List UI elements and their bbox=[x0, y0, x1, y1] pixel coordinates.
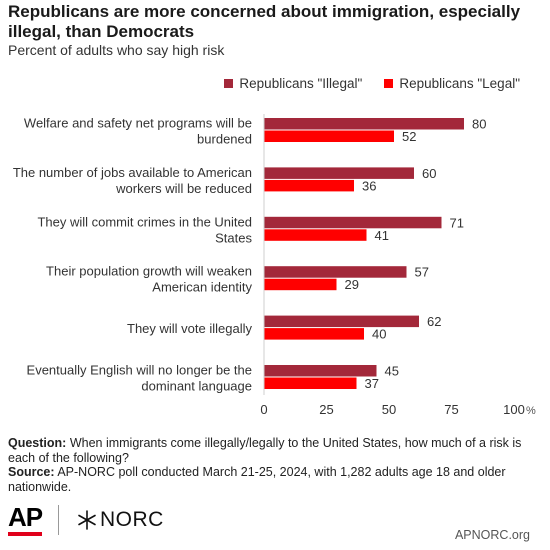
chart-footer: Question: When immigrants come illegally… bbox=[8, 436, 538, 494]
bar-illegal bbox=[264, 118, 464, 130]
legend-label-illegal: Republicans "Illegal" bbox=[239, 76, 363, 91]
data-label: 71 bbox=[450, 215, 464, 230]
x-tick-label: 75 bbox=[444, 402, 458, 417]
question-note: Question: When immigrants come illegally… bbox=[8, 436, 538, 465]
norc-logo-text: NORC bbox=[100, 508, 164, 531]
category-label: They will commit crimes in the United bbox=[37, 214, 252, 229]
bar-legal bbox=[264, 377, 357, 389]
legend-item-illegal: Republicans "Illegal" bbox=[224, 76, 362, 91]
bar-illegal bbox=[264, 266, 407, 278]
data-label: 57 bbox=[415, 265, 429, 280]
category-label: workers will be reduced bbox=[115, 181, 252, 196]
source-label: Source: bbox=[8, 465, 55, 479]
bar-illegal bbox=[264, 315, 419, 328]
chart-title: Republicans are more concerned about imm… bbox=[8, 2, 521, 41]
ap-logo: AP bbox=[8, 502, 43, 536]
source-note: Source: AP-NORC poll conducted March 21-… bbox=[8, 465, 538, 494]
data-label: 37 bbox=[365, 376, 379, 391]
data-label: 41 bbox=[375, 228, 389, 243]
legend-label-legal: Republicans "Legal" bbox=[399, 76, 520, 91]
x-axis-unit: % bbox=[526, 405, 536, 417]
source-text: AP-NORC poll conducted March 21-25, 2024… bbox=[8, 465, 506, 494]
legend-swatch-illegal bbox=[224, 79, 234, 88]
chart-legend: Republicans "Illegal" Republicans "Legal… bbox=[224, 76, 520, 91]
category-label: The number of jobs available to American bbox=[13, 165, 252, 180]
data-label: 62 bbox=[427, 314, 441, 329]
bar-illegal bbox=[264, 216, 442, 229]
category-label: dominant language bbox=[141, 379, 252, 394]
x-tick-label: 25 bbox=[319, 402, 333, 417]
logo-divider bbox=[58, 505, 59, 535]
site-url: APNORC.org bbox=[454, 528, 530, 542]
bar-legal bbox=[264, 278, 337, 291]
bar-legal bbox=[264, 229, 367, 241]
legend-item-legal: Republicans "Legal" bbox=[384, 76, 520, 91]
x-tick-label: 0 bbox=[260, 402, 267, 417]
category-label: burdened bbox=[197, 132, 252, 147]
bar-legal bbox=[264, 179, 354, 192]
logos: AP NORC bbox=[8, 504, 164, 536]
category-label: They will vote illegally bbox=[127, 321, 252, 336]
data-label: 40 bbox=[372, 327, 386, 342]
data-label: 36 bbox=[362, 178, 376, 193]
category-label: Their population growth will weaken bbox=[46, 264, 252, 279]
bar-legal bbox=[264, 328, 364, 340]
category-label: States bbox=[215, 230, 252, 245]
category-label: American identity bbox=[152, 280, 252, 295]
bar-illegal bbox=[264, 167, 414, 179]
ap-logo-bar bbox=[8, 532, 42, 536]
norc-logo: NORC bbox=[77, 508, 164, 532]
category-label: Eventually English will no longer be the bbox=[27, 363, 252, 378]
question-text: When immigrants come illegally/legally t… bbox=[8, 436, 522, 465]
data-label: 29 bbox=[345, 277, 359, 292]
bar-legal bbox=[264, 130, 394, 142]
data-label: 52 bbox=[402, 129, 416, 144]
x-tick-label: 100 bbox=[503, 402, 525, 417]
chart-subtitle: Percent of adults who say high risk bbox=[8, 42, 225, 58]
legend-swatch-legal bbox=[384, 79, 394, 88]
question-label: Question: bbox=[8, 436, 67, 450]
data-label: 80 bbox=[472, 117, 486, 132]
norc-star-icon bbox=[78, 510, 96, 530]
bar-chart: Welfare and safety net programs will beb… bbox=[13, 114, 536, 417]
data-label: 45 bbox=[385, 364, 399, 379]
x-tick-label: 50 bbox=[382, 402, 396, 417]
data-label: 60 bbox=[422, 166, 436, 181]
bar-illegal bbox=[264, 365, 377, 377]
ap-logo-text: AP bbox=[8, 502, 43, 532]
category-label: Welfare and safety net programs will be bbox=[24, 116, 252, 131]
